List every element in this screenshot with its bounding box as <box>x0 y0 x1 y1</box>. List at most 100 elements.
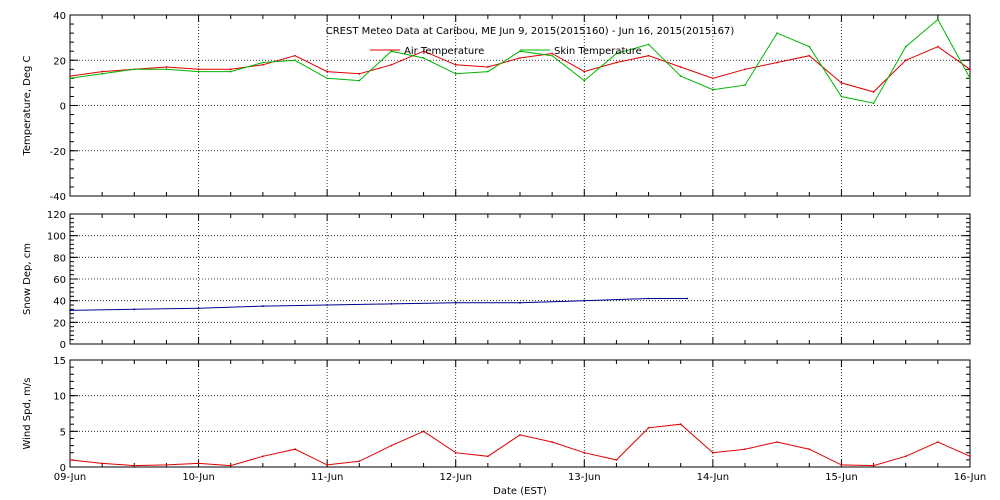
data-point <box>486 66 489 68</box>
data-point <box>229 70 232 73</box>
data-point <box>197 68 200 71</box>
data-point <box>165 68 168 71</box>
data-point <box>486 455 489 458</box>
data-point <box>969 455 971 458</box>
data-point <box>615 52 618 55</box>
x-tick-label: 12-Jun <box>439 472 472 483</box>
y-tick-label: -40 <box>50 192 66 203</box>
data-point <box>422 57 425 59</box>
data-point <box>647 297 650 300</box>
data-point <box>261 61 264 64</box>
data-point <box>679 423 682 426</box>
data-point <box>711 88 714 91</box>
data-point <box>358 79 361 82</box>
data-point <box>519 434 521 436</box>
data-point <box>229 464 232 467</box>
data-point <box>647 426 650 429</box>
data-point <box>101 72 104 75</box>
data-point <box>583 79 586 82</box>
y-tick-label: 40 <box>53 297 66 308</box>
data-point <box>583 70 586 73</box>
y-tick-label: 80 <box>53 253 66 264</box>
data-point <box>294 59 296 62</box>
data-point <box>711 451 714 454</box>
series-line-1-1 <box>69 46 971 93</box>
data-point <box>454 451 457 454</box>
y-axis-label: Wind Spd, m/s <box>22 377 33 449</box>
data-point <box>69 75 71 77</box>
y-axis-label: Temperature, Deg C <box>22 55 33 156</box>
x-tick-label: 15-Jun <box>825 472 858 483</box>
data-point <box>326 70 329 73</box>
legend-label: Air Temperature <box>404 46 484 57</box>
chart-panels: -40 -20 0 20 40 Temperature, Deg C Air Tempera… <box>22 11 986 483</box>
data-point <box>294 54 296 57</box>
chart-title: CREST Meteo Data at Caribou, ME Jun 9, 2… <box>326 26 735 37</box>
data-point <box>551 441 554 443</box>
y-tick-label: 120 <box>47 210 66 221</box>
data-point <box>133 68 136 71</box>
data-point <box>840 81 843 84</box>
data-point <box>872 464 875 467</box>
data-point <box>165 66 168 68</box>
data-point <box>390 444 393 447</box>
series-line-3-1 <box>69 423 971 467</box>
series-line-2-1 <box>69 298 688 311</box>
data-point <box>486 70 489 73</box>
data-point <box>197 462 200 465</box>
data-point <box>904 45 907 48</box>
data-point <box>165 463 168 466</box>
data-point <box>776 441 779 443</box>
data-point <box>69 309 71 312</box>
data-point <box>454 63 457 66</box>
data-point <box>422 50 425 53</box>
x-tick-label: 14-Jun <box>697 472 730 483</box>
x-axis-label: Date (EST) <box>493 486 547 497</box>
y-tick-label: 20 <box>53 56 66 67</box>
data-point <box>101 70 104 73</box>
y-tick-label: 10 <box>53 392 66 403</box>
data-point <box>551 54 554 57</box>
x-tick-label: 16-Jun <box>954 472 987 483</box>
y-tick-label: 60 <box>53 275 66 286</box>
data-point <box>808 54 811 57</box>
data-point <box>679 66 682 68</box>
data-point <box>615 458 618 461</box>
data-point <box>936 45 939 48</box>
data-point <box>422 430 425 433</box>
data-point <box>744 448 746 451</box>
data-point <box>454 301 457 304</box>
data-point <box>840 95 843 98</box>
y-tick-label: 0 <box>60 102 66 113</box>
data-point <box>904 59 907 62</box>
data-point <box>647 54 650 57</box>
data-point <box>133 464 136 467</box>
y-tick-label: 0 <box>60 340 66 351</box>
y-tick-label: 5 <box>60 427 66 438</box>
y-axis-label: Snow Dep, cm <box>22 243 33 315</box>
data-point <box>519 50 521 53</box>
data-point <box>358 72 361 75</box>
data-point <box>969 68 971 71</box>
legend-label: Skin Temperature <box>554 46 642 57</box>
y-tick-label: 40 <box>53 11 66 22</box>
data-point <box>936 18 939 21</box>
data-point <box>583 299 586 302</box>
data-point <box>776 61 779 64</box>
data-point <box>686 297 689 300</box>
data-point <box>197 307 200 310</box>
data-point <box>711 77 714 80</box>
data-point <box>840 463 843 466</box>
x-tick-label: 09-Jun <box>54 472 87 483</box>
data-point <box>776 32 779 34</box>
data-point <box>101 462 104 465</box>
data-point <box>358 460 361 463</box>
data-point <box>229 68 232 71</box>
data-point <box>872 91 875 93</box>
data-point <box>326 304 329 306</box>
data-point <box>936 441 939 443</box>
data-point <box>326 463 329 466</box>
y-tick-label: 0 <box>60 463 66 474</box>
data-point <box>326 77 329 80</box>
